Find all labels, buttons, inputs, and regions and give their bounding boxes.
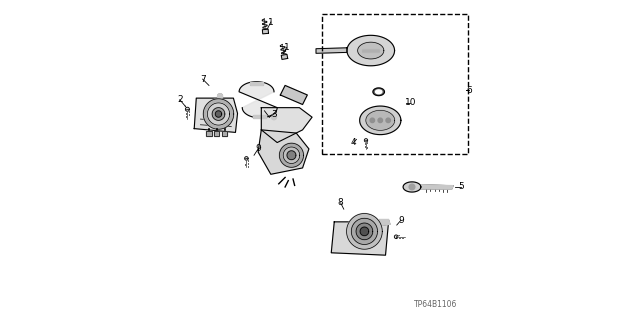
Bar: [222, 132, 227, 136]
Polygon shape: [284, 147, 300, 164]
Bar: [214, 132, 220, 136]
Text: 4: 4: [351, 138, 356, 147]
Polygon shape: [316, 48, 347, 53]
Text: 3: 3: [271, 109, 277, 118]
Polygon shape: [253, 115, 266, 118]
Polygon shape: [250, 82, 263, 85]
Polygon shape: [380, 220, 390, 225]
Polygon shape: [376, 90, 382, 94]
Circle shape: [378, 118, 383, 123]
Polygon shape: [332, 222, 388, 255]
Circle shape: [186, 107, 189, 111]
Text: 2: 2: [177, 95, 182, 104]
Polygon shape: [204, 99, 234, 129]
Text: 5: 5: [458, 182, 464, 191]
Text: 1: 1: [268, 18, 274, 27]
Polygon shape: [262, 29, 269, 34]
Text: 6: 6: [466, 86, 472, 95]
Polygon shape: [207, 103, 230, 125]
Polygon shape: [351, 218, 378, 244]
Polygon shape: [261, 108, 312, 142]
Bar: [207, 132, 211, 136]
Text: 10: 10: [404, 99, 416, 108]
Circle shape: [386, 118, 390, 123]
Polygon shape: [356, 223, 372, 240]
Circle shape: [409, 184, 415, 190]
Circle shape: [218, 94, 223, 99]
Bar: [214, 132, 220, 136]
Polygon shape: [239, 82, 277, 118]
Bar: [222, 132, 227, 136]
Polygon shape: [281, 54, 287, 60]
Polygon shape: [362, 50, 379, 51]
Polygon shape: [280, 143, 303, 167]
Bar: [321, 14, 467, 154]
Circle shape: [370, 118, 374, 123]
Circle shape: [364, 139, 367, 142]
Polygon shape: [403, 182, 421, 192]
Circle shape: [394, 235, 398, 238]
Circle shape: [271, 115, 276, 120]
Text: 9: 9: [255, 144, 261, 153]
Polygon shape: [366, 110, 395, 130]
Polygon shape: [362, 49, 379, 50]
Polygon shape: [373, 88, 385, 96]
Text: 9: 9: [398, 216, 404, 225]
Bar: [207, 132, 211, 136]
Polygon shape: [362, 51, 379, 52]
Polygon shape: [347, 35, 394, 66]
Text: TP64B1106: TP64B1106: [414, 300, 458, 309]
Polygon shape: [358, 42, 384, 59]
Polygon shape: [194, 98, 237, 132]
Text: 8: 8: [338, 198, 344, 207]
Polygon shape: [212, 108, 225, 120]
Polygon shape: [215, 111, 221, 117]
Text: 1: 1: [284, 43, 289, 52]
Polygon shape: [360, 227, 369, 236]
Polygon shape: [258, 130, 309, 174]
Text: 7: 7: [200, 75, 205, 84]
Polygon shape: [347, 213, 382, 249]
Polygon shape: [280, 85, 307, 105]
Polygon shape: [360, 106, 401, 135]
Polygon shape: [287, 151, 296, 160]
Circle shape: [244, 156, 248, 160]
Polygon shape: [420, 185, 453, 189]
